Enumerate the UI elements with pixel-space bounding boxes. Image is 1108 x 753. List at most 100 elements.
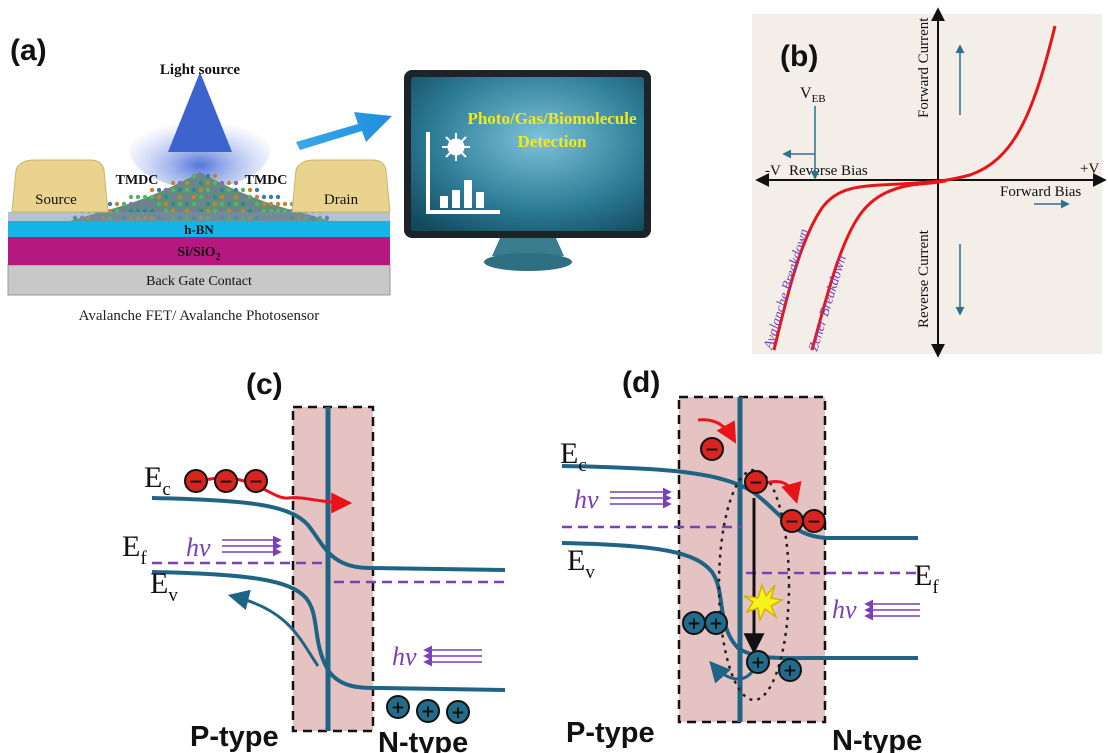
lattice-atom: [156, 194, 162, 200]
tmdc-left-label: TMDC: [116, 173, 159, 188]
lattice-atom: [212, 180, 218, 186]
lattice-atom: [254, 201, 260, 207]
lattice-atom: [205, 173, 211, 179]
lattice-atom: [212, 187, 218, 193]
lattice-atom: [177, 187, 183, 193]
virus-icon: [442, 133, 470, 161]
lattice-atom: [170, 187, 176, 193]
electron-sign: −: [249, 472, 263, 492]
ef-label-d: Ef: [914, 559, 939, 598]
n-type-label-c: N-type: [378, 727, 468, 753]
ev-label-d: Ev: [567, 544, 595, 583]
zener-curve: [810, 179, 947, 351]
lattice-atom: [226, 201, 232, 207]
electron-sign: −: [705, 440, 719, 460]
ec-label: Ec: [144, 461, 171, 500]
carrier-signs: − − −−−− −+ + ++ ++ +: [189, 440, 821, 723]
sio2-layer: [8, 237, 390, 265]
back-gate-layer: [7, 264, 391, 296]
hole-icon: [704, 611, 728, 635]
bar-axis-icon: [426, 132, 500, 214]
n-type-label-d: N-type: [832, 725, 922, 753]
hole-icon: [778, 658, 802, 682]
monitor-neck: [492, 238, 564, 256]
electron-icon: [802, 509, 826, 533]
photon-arrows-left: [423, 645, 482, 667]
hole-sign: +: [391, 698, 405, 718]
device-caption: Avalanche FET/ Avalanche Photosensor: [79, 308, 320, 324]
lattice-atom: [240, 187, 246, 193]
panel-d-label: (d): [622, 366, 660, 399]
panel-a-label: (a): [10, 34, 47, 67]
lattice-atom: [282, 201, 288, 207]
signal-arrow-icon: [296, 112, 392, 150]
ec-label-d: Ec: [560, 437, 587, 476]
lattice-atom: [212, 194, 218, 200]
lattice-atom: [261, 194, 267, 200]
atomic-layer: [8, 212, 390, 221]
lattice-atom: [247, 201, 253, 207]
lattice-atom: [170, 201, 176, 207]
lattice-atom: [170, 194, 176, 200]
hole-sign: +: [709, 614, 723, 634]
electron-icon: [214, 469, 238, 493]
bar-chart-icon: [440, 180, 484, 208]
source-label: Source: [35, 192, 77, 208]
neg-v-label: -V: [765, 163, 781, 179]
lattice-atom: [198, 173, 204, 179]
lattice-atom: [177, 201, 183, 207]
lattice-atom: [198, 180, 204, 186]
sio2-label: Si/SiO2: [177, 245, 220, 263]
source-contact: [11, 159, 109, 213]
hole-icon: [446, 700, 470, 724]
lattice-atom: [114, 201, 120, 207]
lattice-atom: [268, 194, 274, 200]
valence-band: [151, 570, 506, 692]
lattice-atom: [128, 201, 134, 207]
hole-path-arrow: [227, 589, 320, 667]
electron-sign: −: [807, 512, 821, 532]
lattice-atom: [275, 194, 281, 200]
electron-sign: −: [749, 473, 763, 493]
ef-label: Ef: [122, 530, 147, 569]
lattice-atom: [184, 201, 190, 207]
monitor-text-line1: Photo/Gas/Biomolecule: [467, 109, 637, 128]
hole-sign: +: [751, 653, 765, 673]
impact-spark-icon: [743, 582, 785, 623]
electron-icon: [700, 437, 724, 461]
panel-a: (a) Light source Back Gate Contact Si/Si…: [7, 34, 651, 324]
lattice-atom: [107, 201, 113, 207]
lattice-atom: [233, 180, 239, 186]
lattice-atom: [205, 194, 211, 200]
photon-arrows-left-d: [864, 599, 920, 621]
lattice-atom: [261, 201, 267, 207]
forward-bias-label: Forward Bias: [1000, 184, 1081, 200]
electron-drift-arrow: [765, 480, 802, 505]
hbn-layer: [8, 221, 390, 237]
lattice-atom: [219, 201, 225, 207]
monitor-text-line2: Detection: [518, 132, 587, 151]
avalanche-curve: [772, 25, 1057, 351]
lattice-atom: [247, 194, 253, 200]
monitor-stand: [484, 253, 572, 271]
hole-icon: [746, 650, 770, 674]
hv-left-label: hv: [574, 485, 599, 514]
conduction-band: [151, 496, 506, 572]
pos-v-label: +V: [1080, 161, 1099, 177]
back-gate-label: Back Gate Contact: [146, 274, 252, 289]
panel-d: (d) Ec Ev Ef hv hv: [560, 366, 939, 753]
lattice-atom: [226, 180, 232, 186]
lattice-atom: [149, 187, 155, 193]
lattice-atom: [177, 194, 183, 200]
lattice-atom: [163, 187, 169, 193]
lattice-atom: [240, 201, 246, 207]
lattice-atom: [184, 180, 190, 186]
lattice-atom: [254, 187, 260, 193]
hole-icon: [386, 695, 410, 719]
hole-sign: +: [421, 702, 435, 722]
lattice-atom: [177, 180, 183, 186]
lattice-atom: [191, 201, 197, 207]
holes-c: [386, 695, 470, 724]
reverse-current-label: Reverse Current: [916, 229, 932, 328]
